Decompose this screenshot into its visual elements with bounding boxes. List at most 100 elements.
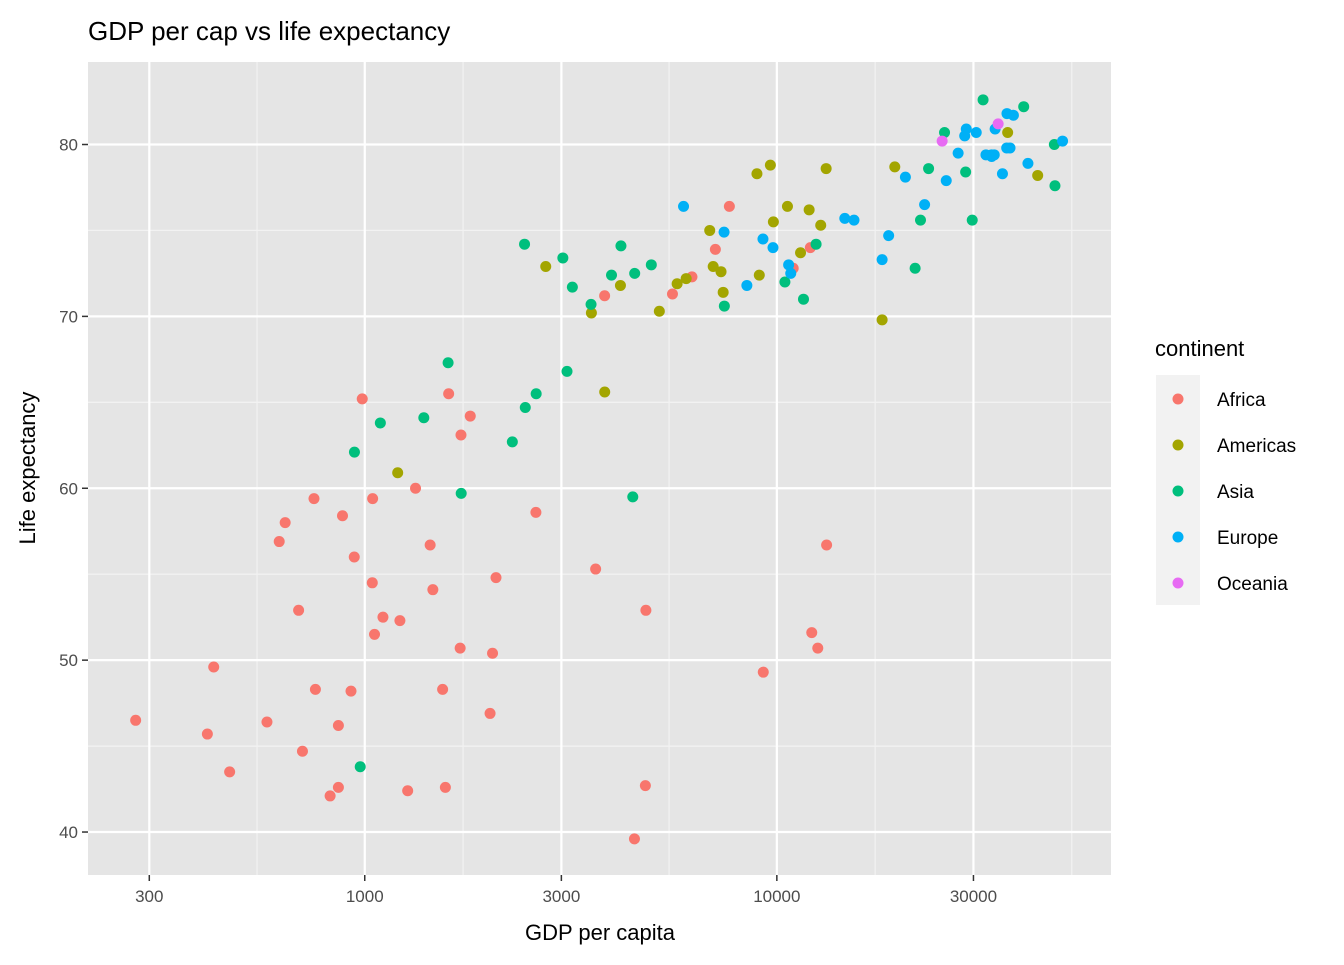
grid-minor xyxy=(88,62,1111,875)
data-point-africa xyxy=(348,551,360,563)
legend-key-africa xyxy=(1172,393,1184,405)
data-point-africa xyxy=(369,628,381,640)
data-point-asia xyxy=(561,365,573,377)
data-point-europe xyxy=(1004,142,1016,154)
data-point-africa xyxy=(279,517,291,529)
data-point-asia xyxy=(939,126,951,138)
data-point-africa xyxy=(332,781,344,793)
x-tick-label: 300 xyxy=(135,887,163,906)
data-point-africa xyxy=(443,388,455,400)
data-point-europe xyxy=(876,254,888,266)
data-point-americas xyxy=(715,266,727,278)
data-point-africa xyxy=(490,572,502,584)
data-point-africa xyxy=(723,200,735,212)
data-point-americas xyxy=(803,204,815,216)
legend: continent Africa Americas Asia Europe Oceani… xyxy=(1155,336,1296,605)
y-tick-label: 40 xyxy=(59,823,78,842)
data-point-europe xyxy=(848,214,860,226)
data-point-europe xyxy=(919,199,931,211)
legend-label-europe: Europe xyxy=(1217,528,1278,549)
plot-panel xyxy=(88,62,1111,875)
data-point-americas xyxy=(671,278,683,290)
data-point-africa xyxy=(812,642,824,654)
y-tick-label: 80 xyxy=(59,136,78,155)
data-point-africa xyxy=(454,642,466,654)
data-point-asia xyxy=(977,94,989,106)
data-points xyxy=(130,94,1069,845)
data-point-africa xyxy=(201,728,213,740)
data-point-asia xyxy=(966,214,978,226)
data-point-africa xyxy=(640,604,652,616)
legend-key-americas xyxy=(1172,439,1184,451)
x-tick-label: 10000 xyxy=(753,887,800,906)
data-point-asia xyxy=(374,417,386,429)
y-axis-label: Life expectancy xyxy=(15,392,40,545)
data-point-asia xyxy=(519,238,531,250)
data-point-asia xyxy=(348,446,360,458)
data-point-americas xyxy=(680,273,692,285)
data-point-africa xyxy=(367,493,379,505)
data-point-europe xyxy=(1022,157,1034,169)
data-point-africa xyxy=(273,536,285,548)
x-tick-label: 3000 xyxy=(542,887,580,906)
data-point-africa xyxy=(366,577,378,589)
data-point-africa xyxy=(806,627,818,639)
data-point-americas xyxy=(653,305,665,317)
data-point-africa xyxy=(336,510,348,522)
data-point-europe xyxy=(757,233,769,245)
data-point-europe xyxy=(718,226,730,238)
data-point-asia xyxy=(960,166,972,178)
data-point-americas xyxy=(614,279,626,291)
data-point-asia xyxy=(557,252,569,264)
data-point-americas xyxy=(599,386,611,398)
data-point-europe xyxy=(678,200,690,212)
data-point-americas xyxy=(753,269,765,281)
data-point-americas xyxy=(815,219,827,231)
legend-key-asia xyxy=(1172,485,1184,497)
y-axis: 40 50 60 70 80 xyxy=(59,136,88,842)
data-point-africa xyxy=(402,785,414,797)
legend-key-oceania xyxy=(1172,577,1184,589)
legend-label-africa: Africa xyxy=(1217,390,1266,411)
data-point-africa xyxy=(628,833,640,845)
data-point-africa xyxy=(130,714,142,726)
data-point-africa xyxy=(261,716,273,728)
data-point-asia xyxy=(615,240,627,252)
data-point-europe xyxy=(785,267,797,279)
data-point-americas xyxy=(795,247,807,259)
data-point-europe xyxy=(783,259,795,271)
data-point-europe xyxy=(960,123,972,135)
data-point-asia xyxy=(629,267,641,279)
data-point-africa xyxy=(455,429,467,441)
chart-title: GDP per cap vs life expectancy xyxy=(88,16,450,46)
data-point-americas xyxy=(764,159,776,171)
data-point-oceania xyxy=(992,118,1004,130)
data-point-europe xyxy=(970,126,982,138)
data-point-asia xyxy=(915,214,927,226)
data-point-africa xyxy=(487,647,499,659)
data-point-oceania xyxy=(936,135,948,147)
data-point-africa xyxy=(821,539,833,551)
y-tick-label: 60 xyxy=(59,479,78,498)
data-point-africa xyxy=(439,781,451,793)
data-point-asia xyxy=(810,238,822,250)
y-tick-label: 50 xyxy=(59,651,78,670)
data-point-asia xyxy=(566,281,578,293)
data-point-africa xyxy=(530,506,542,518)
data-point-asia xyxy=(418,412,430,424)
data-point-americas xyxy=(540,261,552,273)
data-point-americas xyxy=(889,161,901,173)
data-point-africa xyxy=(345,685,357,697)
legend-label-oceania: Oceania xyxy=(1217,574,1288,595)
data-point-africa xyxy=(410,482,422,494)
data-point-americas xyxy=(1032,169,1044,181)
data-point-africa xyxy=(224,766,236,778)
data-point-africa xyxy=(427,584,439,596)
data-point-africa xyxy=(308,493,320,505)
x-tick-label: 30000 xyxy=(950,887,997,906)
data-point-asia xyxy=(718,300,730,312)
data-point-africa xyxy=(757,666,769,678)
data-point-africa xyxy=(324,790,336,802)
data-point-europe xyxy=(883,230,895,242)
data-point-asia xyxy=(627,491,639,503)
